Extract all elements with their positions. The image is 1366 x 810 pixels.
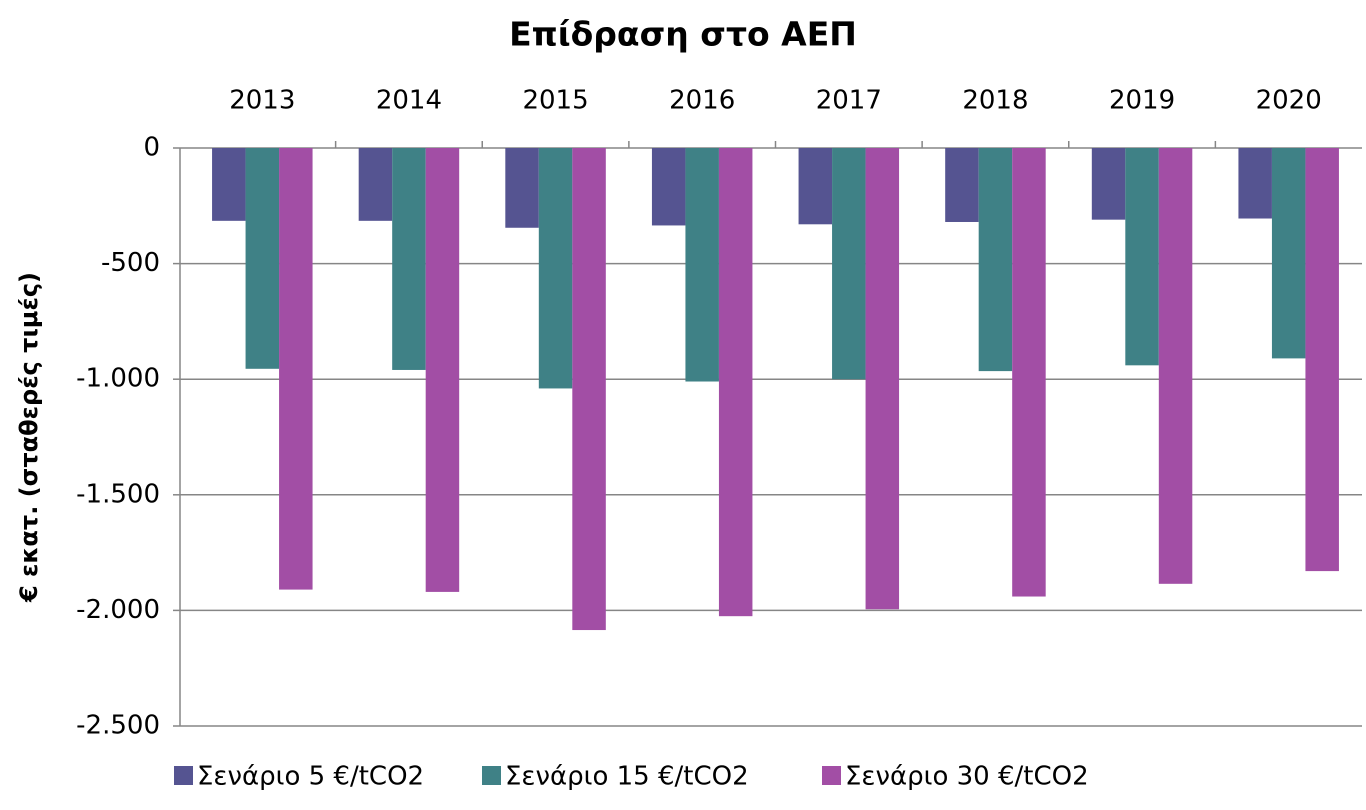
bar [245, 148, 280, 369]
bar [1158, 148, 1193, 584]
bar [945, 148, 979, 222]
y-tick-label: -2.000 [76, 595, 160, 625]
bar [978, 148, 1013, 372]
bar [505, 148, 539, 228]
bar [392, 148, 426, 370]
y-axis-title: € εκατ. (σταθερές τιμές) [15, 272, 43, 603]
legend-label: Σενάριο 5 €/tCO2 [197, 762, 424, 792]
bar [212, 148, 246, 221]
bar [1305, 148, 1339, 572]
x-tick-label: 2016 [669, 86, 735, 116]
bar [425, 148, 460, 592]
bar [1271, 148, 1306, 359]
bar [685, 148, 719, 382]
x-tick-label: 2013 [229, 86, 295, 116]
legend-label: Σενάριο 30 €/tCO2 [845, 762, 1089, 792]
x-tick-label: 2018 [962, 86, 1028, 116]
legend-swatch [174, 766, 193, 785]
x-tick-label: 2020 [1256, 86, 1322, 116]
bar [798, 148, 833, 225]
bar [1012, 148, 1046, 597]
chart-title: Επίδραση στο ΑΕΠ [509, 15, 857, 54]
bar [572, 148, 606, 631]
x-tick-label: 2019 [1109, 86, 1175, 116]
legend-label: Σενάριο 15 €/tCO2 [505, 762, 749, 792]
y-tick-label: 0 [143, 133, 160, 163]
bar [651, 148, 686, 226]
y-tick-label: -1.500 [76, 479, 160, 509]
legend-swatch [482, 766, 501, 785]
x-tick-label: 2017 [816, 86, 882, 116]
bar [1238, 148, 1272, 219]
bar [358, 148, 393, 221]
bar [718, 148, 753, 617]
y-tick-label: -1.000 [76, 364, 160, 394]
y-tick-label: -2.500 [76, 711, 160, 741]
y-tick-label: -500 [101, 248, 160, 278]
bar [865, 148, 900, 610]
x-tick-label: 2014 [376, 86, 442, 116]
x-tick-label: 2015 [522, 86, 588, 116]
bar [1125, 148, 1159, 366]
bar [832, 148, 866, 380]
bar [1091, 148, 1126, 220]
legend-swatch [822, 766, 841, 785]
bar [279, 148, 313, 590]
bar [538, 148, 573, 389]
